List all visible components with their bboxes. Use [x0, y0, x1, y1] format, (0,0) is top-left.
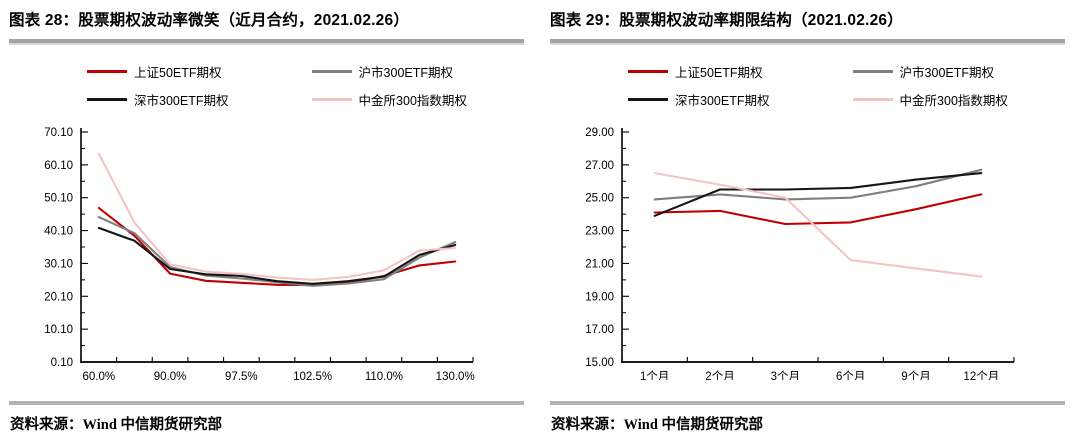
y-axis-tick-label: 27.00 — [585, 160, 614, 172]
series-line — [653, 172, 983, 217]
figure-28-source-rule — [9, 401, 524, 405]
figure-28-source-note: 资料来源：Wind 中信期货研究部 — [10, 417, 223, 433]
series-line — [97, 206, 457, 287]
legend-line-swatch — [311, 70, 352, 73]
y-axis-tick-label: 20.10 — [44, 291, 73, 303]
series-line — [653, 172, 983, 278]
figure-28-title-rule — [9, 39, 524, 45]
x-axis-tick-label: 1个月 — [640, 370, 669, 380]
y-axis-tick-label: 19.00 — [585, 291, 614, 303]
figure-29-term-structure-chart: 15.00 17.00 19.00 21.00 23.00 25.00 27.00 29.00… — [585, 127, 1015, 380]
series-line — [97, 216, 457, 287]
series-line — [97, 226, 457, 285]
x-axis-tick-label: 130.0% — [436, 371, 475, 380]
series-line — [653, 168, 983, 201]
x-axis-tick-label: 60.0% — [83, 371, 116, 380]
legend-item: 中金所300指数期权 — [311, 90, 524, 109]
legend-series-label: 上证50ETF期权 — [675, 66, 763, 80]
legend-item: 上证50ETF期权 — [628, 62, 827, 81]
y-axis-tick-label: 17.00 — [585, 324, 614, 336]
y-axis-tick-label: 30.10 — [44, 258, 73, 270]
y-axis-tick-label: 21.00 — [585, 258, 614, 270]
x-axis-tick-label: 6个月 — [836, 370, 865, 380]
legend-series-label: 上证50ETF期权 — [134, 66, 222, 80]
y-axis-tick-label: 60.10 — [44, 160, 73, 172]
legend-line-swatch — [852, 70, 893, 73]
x-axis-tick-label: 9个月 — [901, 370, 930, 380]
x-axis-tick-label: 110.0% — [365, 371, 403, 380]
y-axis-tick-label: 25.00 — [585, 193, 614, 205]
figure-28-panel: 图表 28：股票期权波动率微笑（近月合约，2021.02.26） 上证50ETF… — [9, 6, 524, 434]
y-axis-tick-label: 70.10 — [44, 127, 73, 139]
legend-item: 深市300ETF期权 — [628, 90, 827, 109]
legend-series-label: 中金所300指数期权 — [899, 94, 1008, 108]
legend-line-swatch — [311, 98, 352, 101]
x-axis-tick-label: 2个月 — [705, 370, 734, 380]
legend-line-swatch — [628, 98, 668, 101]
y-axis-tick-label: 50.10 — [44, 193, 73, 205]
legend-line-swatch — [87, 98, 127, 101]
legend-series-label: 沪市300ETF期权 — [899, 66, 995, 80]
y-axis-tick-label: 23.00 — [585, 226, 614, 238]
legend-series-label: 深市300ETF期权 — [134, 94, 229, 108]
x-axis-tick-label: 102.5% — [293, 371, 332, 380]
figure-29-title: 图表 29：股票期权波动率期限结构（2021.02.26） — [550, 12, 903, 29]
figure-29-legend: 上证50ETF期权 沪市300ETF期权深市300ETF期权 中金所300指数期权 — [550, 62, 1065, 109]
series-line — [97, 152, 457, 281]
legend-line-swatch — [87, 70, 127, 73]
figure-29-title-rule — [550, 39, 1065, 45]
legend-line-swatch — [852, 98, 893, 101]
legend-series-label: 沪市300ETF期权 — [358, 66, 454, 80]
y-axis-tick-label: 29.00 — [585, 127, 614, 139]
legend-item: 中金所300指数期权 — [852, 90, 1065, 109]
legend-item: 沪市300ETF期权 — [852, 62, 1065, 81]
figure-29-source-note: 资料来源：Wind 中信期货研究部 — [551, 417, 764, 433]
figure-28-legend: 上证50ETF期权 沪市300ETF期权深市300ETF期权 中金所300指数期权 — [9, 62, 524, 109]
legend-series-label: 中金所300指数期权 — [358, 94, 467, 108]
x-axis-tick-label: 97.5% — [225, 371, 258, 380]
y-axis-tick-label: 15.00 — [585, 357, 614, 369]
y-axis-tick-label: 10.10 — [44, 324, 73, 336]
figure-29-source-rule — [550, 401, 1065, 405]
series-line — [653, 193, 983, 226]
x-axis-tick-label: 12个月 — [963, 370, 999, 380]
x-axis-tick-label: 3个月 — [771, 370, 800, 380]
y-axis-tick-label: 40.10 — [44, 226, 73, 238]
y-axis-tick-label: 0.10 — [51, 357, 73, 369]
legend-series-label: 深市300ETF期权 — [675, 94, 770, 108]
figure-29-panel: 图表 29：股票期权波动率期限结构（2021.02.26） 上证50ETF期权 沪… — [550, 6, 1065, 434]
legend-item: 上证50ETF期权 — [87, 62, 286, 81]
legend-line-swatch — [628, 70, 668, 73]
figure-28-title: 图表 28：股票期权波动率微笑（近月合约，2021.02.26） — [9, 12, 410, 29]
x-axis-tick-label: 90.0% — [154, 371, 187, 380]
legend-item: 沪市300ETF期权 — [311, 62, 524, 81]
figure-28-volatility-smile-chart: 0.10 10.10 20.10 30.10 40.10 50.10 60.10 70.10 6… — [44, 127, 475, 380]
legend-item: 深市300ETF期权 — [87, 90, 286, 109]
